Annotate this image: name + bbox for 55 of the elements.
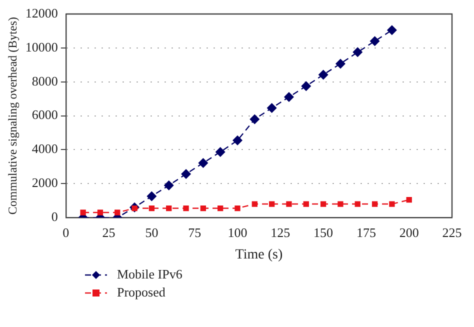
point <box>389 201 395 207</box>
y-tick-label: 8000 <box>32 73 58 88</box>
point <box>284 92 294 102</box>
point <box>97 210 104 216</box>
point <box>166 205 172 212</box>
point <box>234 205 240 212</box>
point <box>301 81 312 92</box>
point <box>406 196 412 203</box>
y-tick-label: 6000 <box>32 107 58 122</box>
point <box>303 201 309 207</box>
y-tick-label: 2000 <box>32 175 58 190</box>
point <box>352 47 363 58</box>
x-axis-title: Time (s) <box>235 247 283 262</box>
point <box>372 201 378 207</box>
point <box>354 201 360 207</box>
point <box>320 201 326 207</box>
point <box>318 70 328 80</box>
point <box>286 201 292 207</box>
x-tick-label: 125 <box>270 224 290 240</box>
legend-label: Mobile IPv6 <box>117 266 183 282</box>
point <box>148 205 155 212</box>
point <box>252 201 258 207</box>
y-tick-label: 0 <box>51 209 58 224</box>
point <box>370 36 380 46</box>
legend-label: Proposed <box>117 284 166 300</box>
y-tick-label: 10000 <box>25 39 58 54</box>
x-tick-label: 200 <box>399 224 419 240</box>
point <box>218 205 224 212</box>
y-tick-label: 4000 <box>32 141 58 156</box>
x-tick-label: 175 <box>356 224 376 240</box>
point <box>80 210 86 216</box>
y-axis-title: Commulative signaling overhead (Bytes) <box>5 16 20 215</box>
point <box>183 205 189 212</box>
point <box>200 205 206 212</box>
point <box>266 102 277 113</box>
point <box>164 180 174 190</box>
point <box>338 201 344 207</box>
point <box>268 201 275 207</box>
x-tick-label: 75 <box>188 224 202 240</box>
y-tick-label: 12000 <box>25 5 58 20</box>
point <box>146 191 157 202</box>
x-tick-label: 150 <box>314 224 334 240</box>
x-tick-label: 50 <box>145 224 158 240</box>
point <box>114 210 120 216</box>
point <box>250 114 260 124</box>
point <box>335 58 346 69</box>
point <box>198 158 208 168</box>
x-tick-label: 225 <box>442 224 462 240</box>
point <box>232 135 242 146</box>
point <box>215 146 226 157</box>
x-tick-label: 0 <box>62 224 70 240</box>
point <box>181 168 192 179</box>
point <box>386 25 397 36</box>
x-tick-label: 25 <box>102 224 116 240</box>
x-tick-label: 100 <box>228 224 248 240</box>
